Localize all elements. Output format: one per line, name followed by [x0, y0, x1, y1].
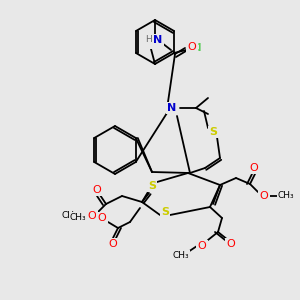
Text: CH₃: CH₃ — [173, 251, 189, 260]
Text: O: O — [98, 213, 106, 223]
Text: O: O — [93, 185, 101, 195]
Text: O: O — [88, 211, 96, 221]
Text: O: O — [260, 191, 268, 201]
Text: CH₃: CH₃ — [62, 212, 78, 220]
Text: O: O — [109, 239, 117, 249]
Text: CH₃: CH₃ — [70, 214, 86, 223]
Text: Cl: Cl — [192, 43, 202, 53]
Text: O: O — [226, 239, 236, 249]
Text: O: O — [198, 241, 206, 251]
Text: S: S — [148, 181, 156, 191]
Text: N: N — [153, 35, 163, 45]
Text: Cl: Cl — [146, 38, 156, 48]
Text: O: O — [250, 163, 258, 173]
Text: CH₃: CH₃ — [278, 191, 294, 200]
Text: O: O — [188, 42, 196, 52]
Text: N: N — [167, 103, 177, 113]
Text: H: H — [146, 35, 152, 44]
Text: S: S — [161, 207, 169, 217]
Text: S: S — [209, 127, 217, 137]
